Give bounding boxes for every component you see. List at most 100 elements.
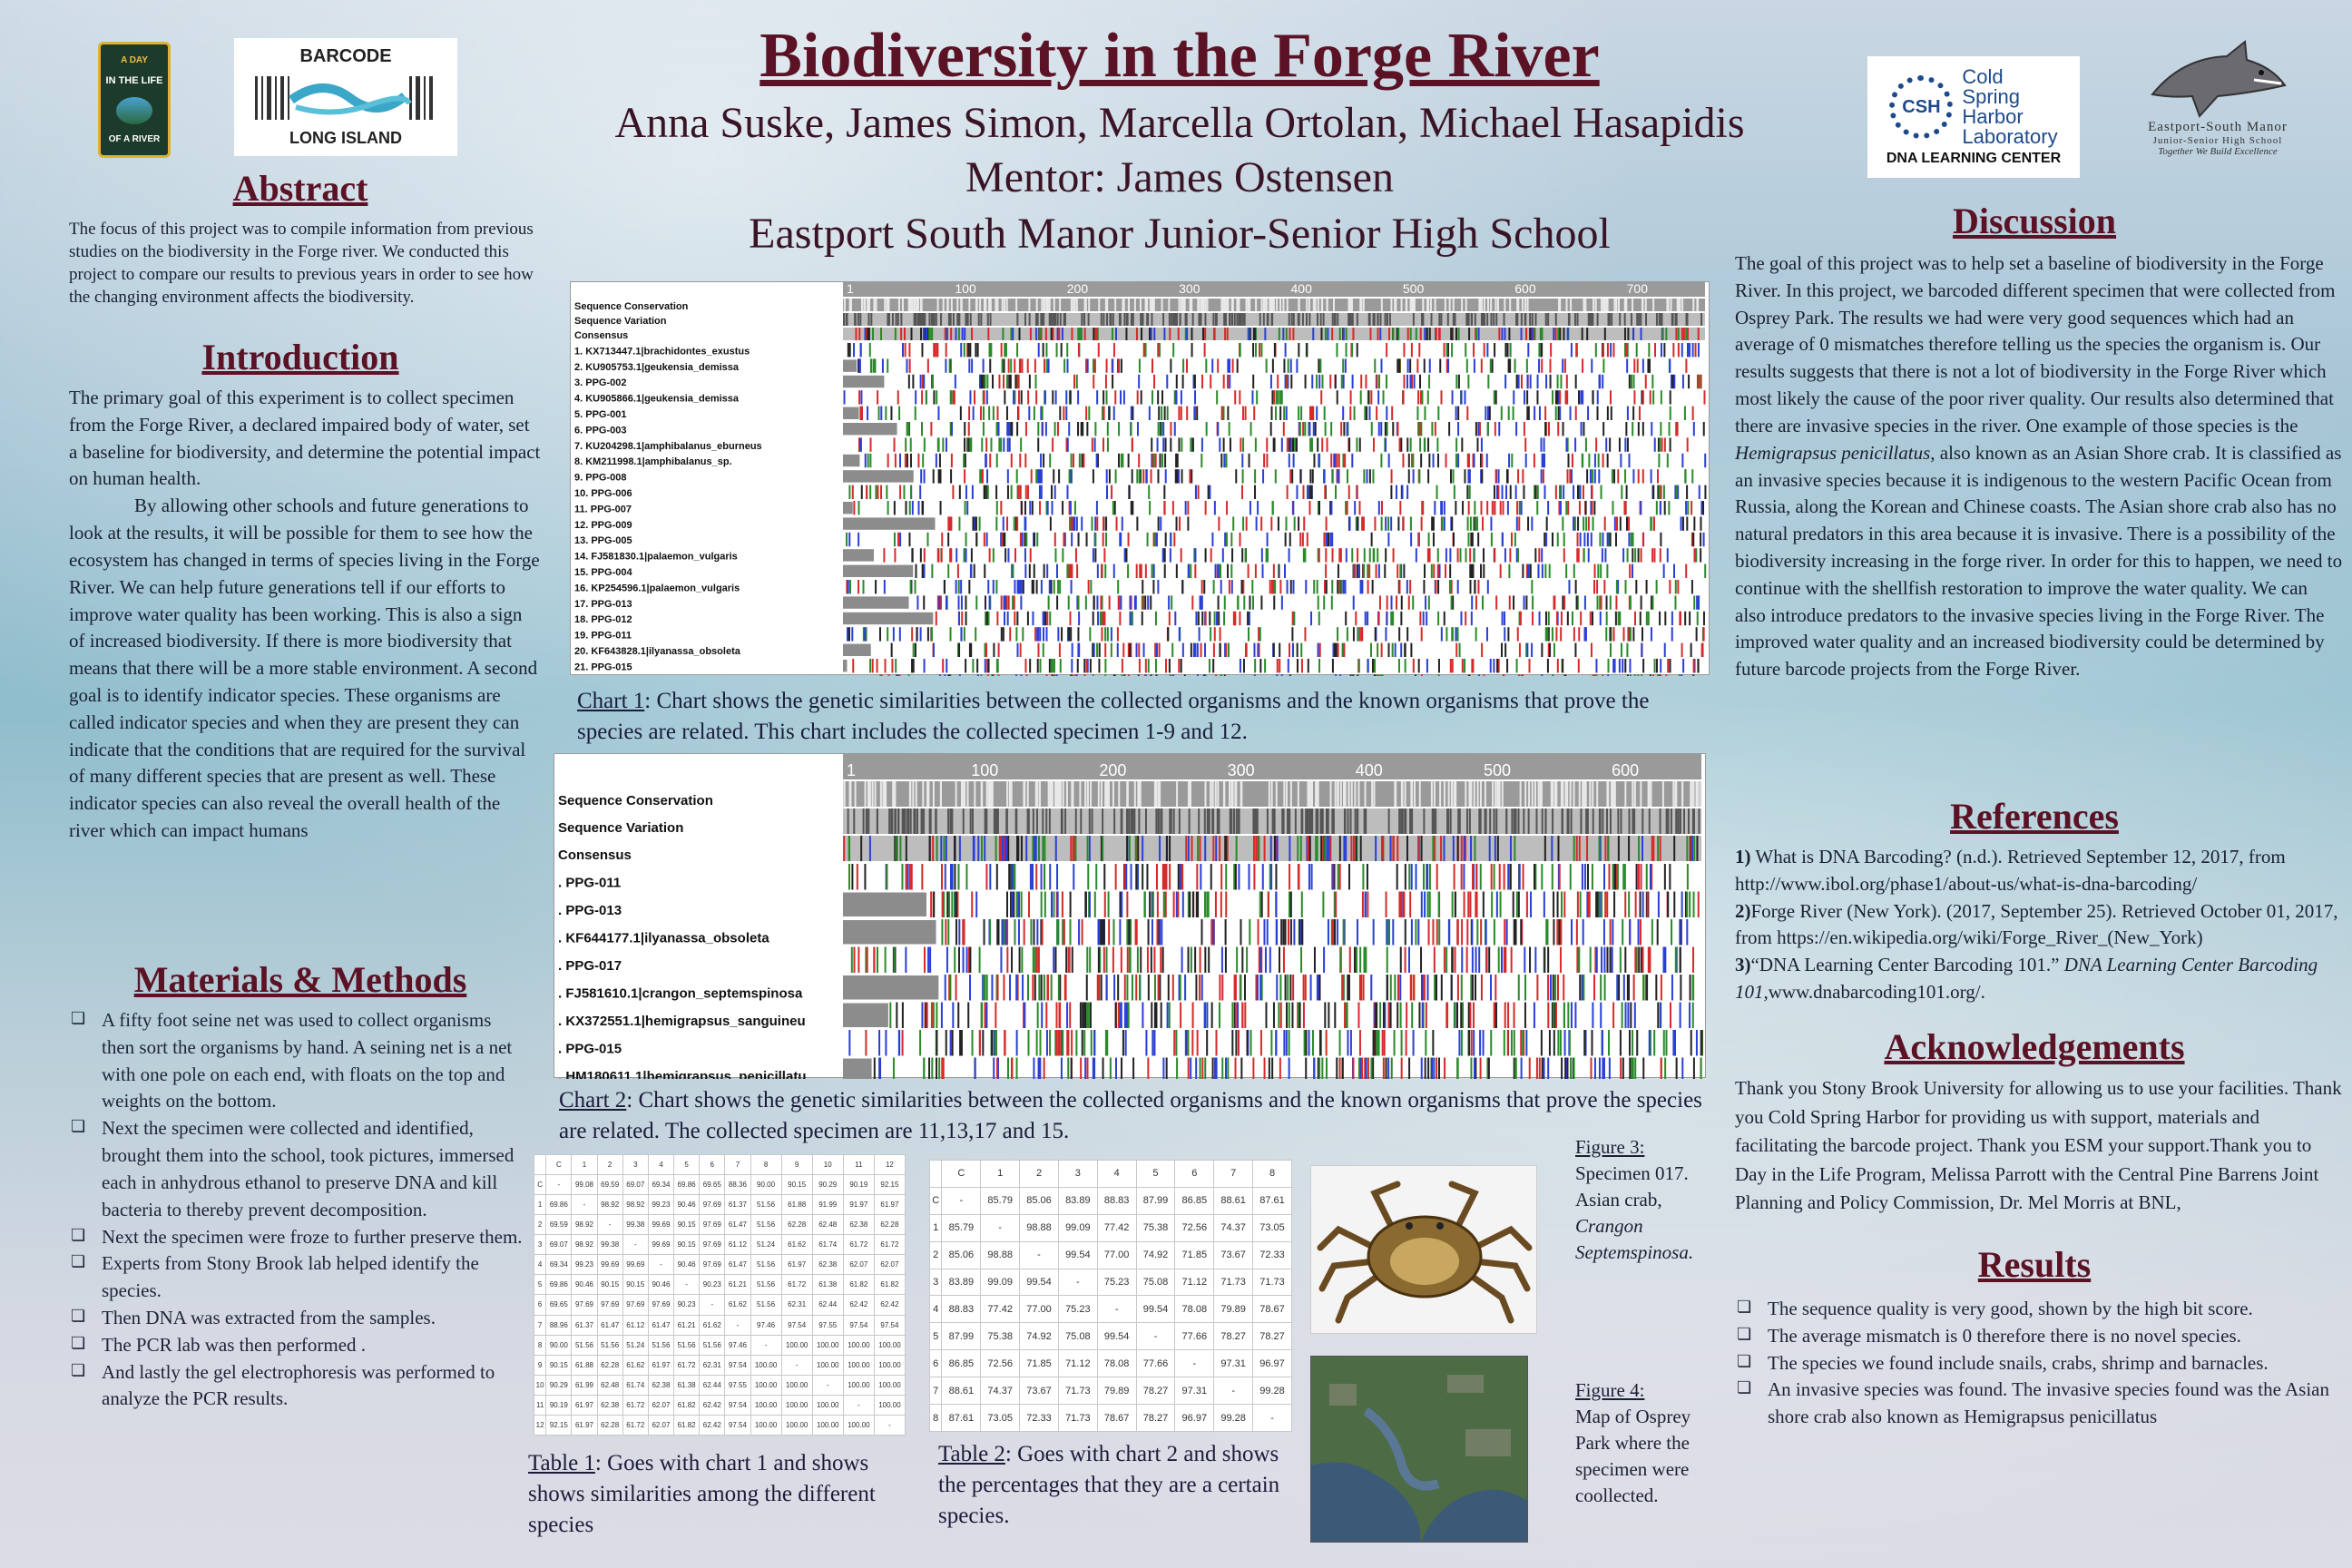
base-mark <box>1592 516 1594 531</box>
base-mark <box>1016 611 1019 626</box>
base-mark <box>953 390 956 405</box>
base-mark <box>1028 374 1031 389</box>
base-mark <box>1051 674 1054 676</box>
sequence-row-label: . HM180611.1|hemigrapsus_penicillatu <box>558 1069 806 1079</box>
base-mark <box>1279 975 1282 1001</box>
variation-mark <box>928 836 931 861</box>
base-mark <box>1020 501 1023 515</box>
base-mark <box>1216 611 1219 626</box>
base-mark <box>1118 453 1121 468</box>
base-mark <box>1367 564 1369 578</box>
base-mark <box>893 437 896 452</box>
variation-mark <box>879 781 882 807</box>
variation-mark <box>1453 781 1455 807</box>
base-mark <box>1673 564 1676 578</box>
variation-mark <box>1475 328 1478 340</box>
variation-mark <box>984 808 986 834</box>
base-mark <box>1398 358 1401 373</box>
base-mark <box>1247 627 1250 642</box>
base-mark <box>1077 595 1080 610</box>
base-mark <box>1075 674 1078 676</box>
variation-mark <box>1024 313 1026 326</box>
base-mark <box>1191 1002 1194 1028</box>
base-mark <box>954 891 956 917</box>
base-mark <box>1428 548 1431 563</box>
base-mark <box>847 580 849 594</box>
base-mark <box>1191 437 1193 452</box>
base-mark <box>885 1030 887 1056</box>
base-mark <box>1241 548 1244 563</box>
base-mark <box>1574 642 1577 657</box>
base-mark <box>1244 548 1247 563</box>
base-mark <box>1231 548 1234 563</box>
gap-block <box>843 549 874 562</box>
variation-mark <box>1617 836 1620 861</box>
variation-mark <box>1104 781 1107 807</box>
base-mark <box>1517 469 1520 484</box>
variation-mark <box>1681 781 1684 807</box>
base-mark <box>1541 358 1544 373</box>
base-mark <box>1625 343 1628 358</box>
sequence-row-label: 8. KM211998.1|amphibalanus_sp. <box>574 456 732 467</box>
variation-mark <box>1317 299 1319 311</box>
base-mark <box>1292 580 1295 594</box>
variation-mark <box>1052 313 1054 326</box>
base-mark <box>1004 595 1006 610</box>
base-mark <box>1345 343 1348 358</box>
gap-block <box>843 892 927 916</box>
base-mark <box>1669 864 1671 890</box>
base-mark <box>1387 919 1389 946</box>
base-mark <box>1426 611 1428 626</box>
base-mark <box>1452 469 1455 484</box>
base-mark <box>1310 611 1313 626</box>
base-mark <box>1040 485 1043 499</box>
base-mark <box>1507 358 1510 373</box>
base-mark <box>1338 864 1341 890</box>
base-mark <box>1231 1002 1234 1028</box>
variation-mark <box>1409 808 1412 834</box>
variation-mark <box>1567 313 1570 326</box>
base-mark <box>1652 516 1655 531</box>
base-mark <box>1227 564 1230 578</box>
base-mark <box>1469 891 1472 917</box>
base-mark <box>898 674 901 676</box>
variation-mark <box>1414 781 1416 807</box>
variation-mark <box>1488 836 1491 861</box>
variation-mark <box>1343 836 1346 861</box>
base-mark <box>1593 580 1596 594</box>
base-mark <box>1117 580 1120 594</box>
base-mark <box>1544 453 1546 468</box>
base-mark <box>1560 485 1563 499</box>
base-mark <box>1129 595 1132 610</box>
base-mark <box>1190 564 1192 578</box>
base-mark <box>1119 919 1122 946</box>
base-mark <box>891 659 894 673</box>
base-mark <box>1208 946 1210 973</box>
variation-mark <box>895 313 897 326</box>
variation-mark <box>1132 808 1134 834</box>
base-mark <box>1337 864 1339 890</box>
base-mark <box>1671 611 1673 626</box>
variation-mark <box>1305 313 1308 326</box>
base-mark <box>1210 919 1213 946</box>
base-mark <box>1006 469 1009 484</box>
base-mark <box>1172 674 1175 676</box>
base-mark <box>984 642 986 657</box>
base-mark <box>1364 611 1367 626</box>
variation-mark <box>1301 808 1304 834</box>
base-mark <box>1622 1057 1624 1079</box>
base-mark <box>949 1030 952 1056</box>
variation-mark <box>1189 299 1191 311</box>
base-mark <box>1613 659 1616 673</box>
base-mark <box>1003 975 1005 1001</box>
base-mark <box>1386 946 1388 973</box>
base-mark <box>1656 919 1659 946</box>
base-mark <box>1398 891 1401 917</box>
sequence-row-track <box>843 611 1705 626</box>
base-mark <box>1104 374 1107 389</box>
base-mark <box>1088 406 1091 420</box>
base-mark <box>1263 453 1266 468</box>
base-mark <box>865 627 867 642</box>
base-mark <box>1573 627 1575 642</box>
base-mark <box>1004 1030 1006 1056</box>
